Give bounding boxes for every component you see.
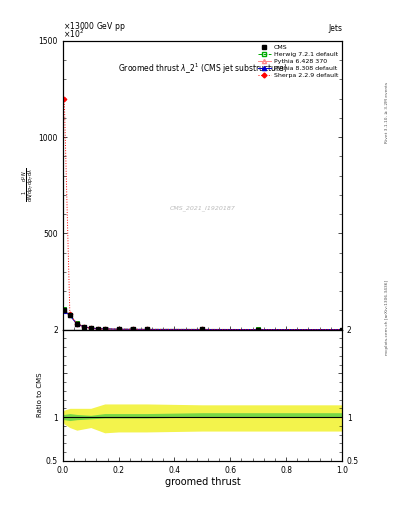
Text: Rivet 3.1.10, ≥ 3.2M events: Rivet 3.1.10, ≥ 3.2M events [385,82,389,143]
X-axis label: groomed thrust: groomed thrust [165,477,240,487]
Text: Groomed thrust $\lambda\_2^1$ (CMS jet substructure): Groomed thrust $\lambda\_2^1$ (CMS jet s… [118,61,287,76]
Y-axis label: $\frac{1}{\mathrm{d}N/\mathrm{d}p_T}\frac{\mathrm{d}^2 N}{\mathrm{d}p_T \mathrm{: $\frac{1}{\mathrm{d}N/\mathrm{d}p_T}\fra… [21,168,37,202]
Text: CMS_2021_I1920187: CMS_2021_I1920187 [169,205,235,211]
Text: mcplots.cern.ch [arXiv:1306.3436]: mcplots.cern.ch [arXiv:1306.3436] [385,280,389,355]
Text: Jets: Jets [328,24,342,33]
Text: $\times$13000 GeV pp: $\times$13000 GeV pp [63,20,125,33]
Legend: CMS, Herwig 7.2.1 default, Pythia 6.428 370, Pythia 8.308 default, Sherpa 2.2.9 : CMS, Herwig 7.2.1 default, Pythia 6.428 … [255,42,341,80]
Text: $\times10^2$: $\times10^2$ [63,27,84,39]
Y-axis label: Ratio to CMS: Ratio to CMS [37,373,43,417]
